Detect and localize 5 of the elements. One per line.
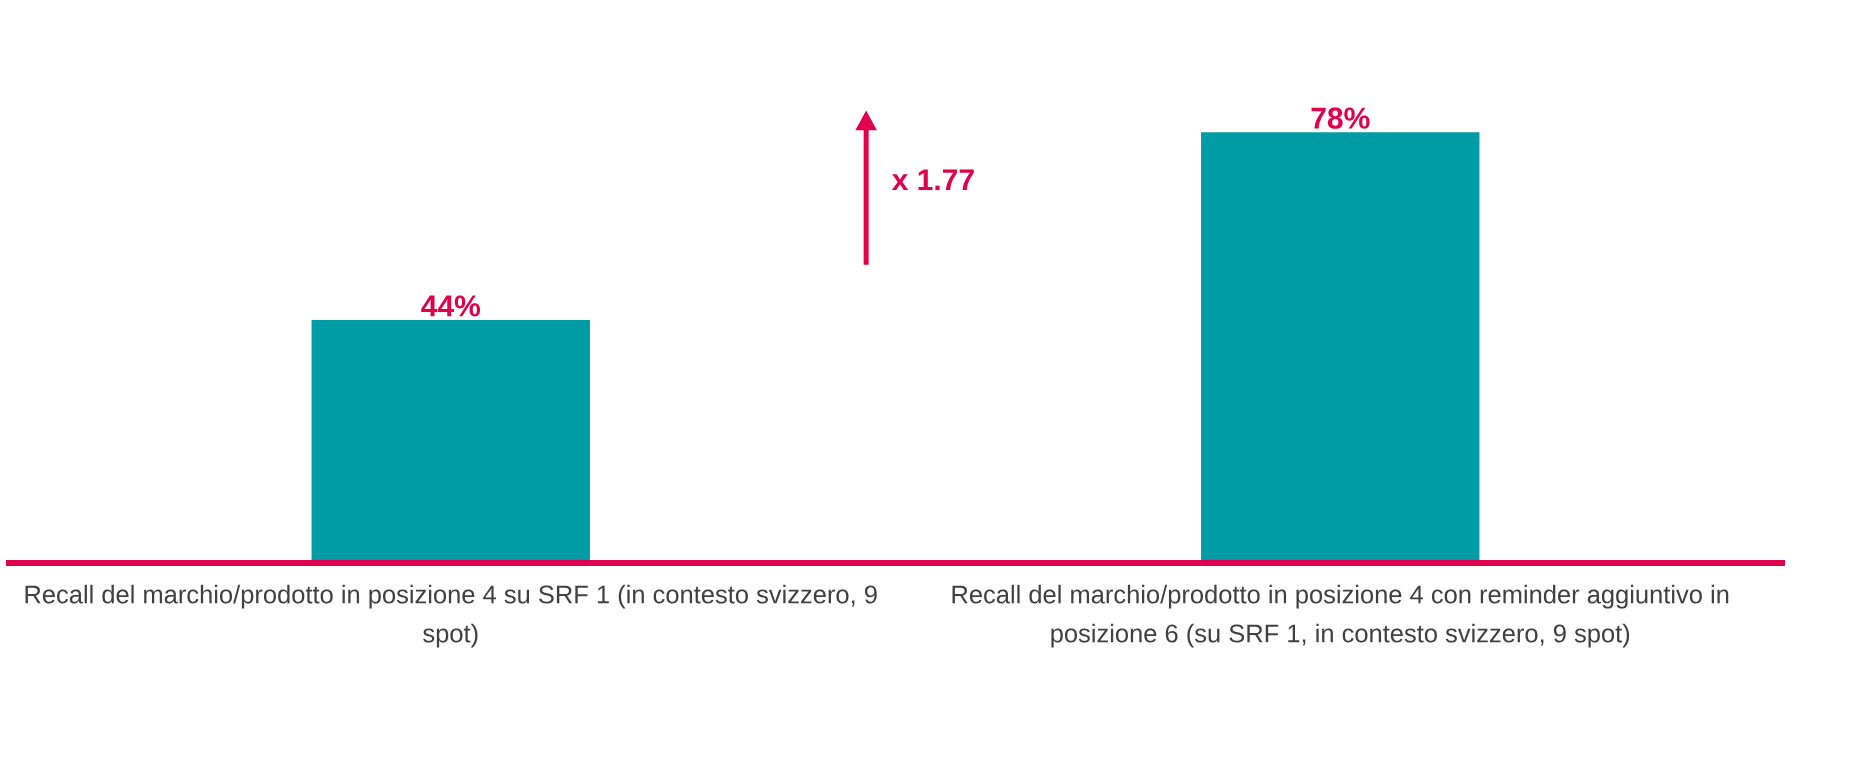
x-tick-label: Recall del marchio/prodotto in posizione 4 su SRF 1 (in contesto svizzero, 9 spot): [25, 584, 877, 648]
data-label: 44%: [421, 295, 480, 317]
data-label: 78%: [1311, 107, 1370, 129]
x-tick-label: Recall del marchio/prodotto in posizione 4 con reminder aggiuntivo in posizione 6 (su SRF 1, in contesto svizzero, 9 spot): [952, 584, 1729, 648]
annotation: x 1.77: [891, 169, 974, 191]
